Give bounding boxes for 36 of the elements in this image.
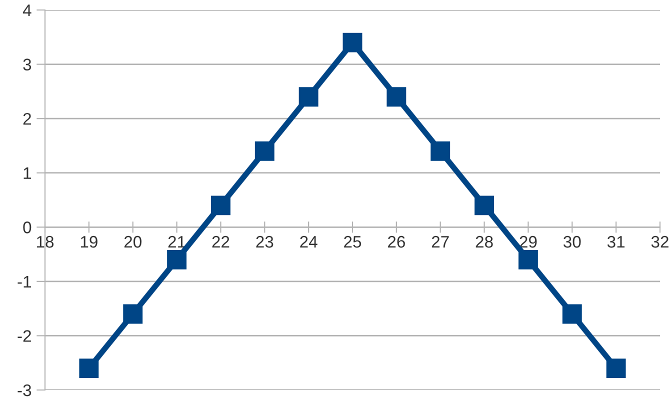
point: [123, 304, 143, 324]
point: [167, 250, 187, 270]
x-tick-label: 28: [476, 236, 493, 248]
x-tick-label: 23: [256, 236, 274, 248]
x-tick-label: 30: [564, 236, 581, 248]
y-tick-label: 3: [23, 58, 32, 70]
y-tick-label: -2: [18, 330, 31, 342]
x-tick-label: 19: [80, 236, 98, 248]
point: [298, 87, 318, 107]
point: [254, 141, 274, 161]
x-tick-label: 22: [212, 236, 230, 248]
x-tick-label: 20: [124, 236, 142, 248]
x-tick-label: 26: [388, 236, 405, 248]
point: [210, 196, 230, 216]
y-tick-label: -1: [18, 276, 31, 288]
y-tick-label: -3: [18, 384, 32, 396]
x-tick-label: 32: [651, 236, 668, 248]
x-tick-label: 24: [300, 236, 318, 248]
y-tick-label: 4: [22, 4, 32, 16]
x-tick-label: 25: [344, 236, 362, 248]
point: [430, 141, 450, 161]
point: [474, 196, 494, 216]
point: [606, 358, 626, 378]
point: [342, 32, 362, 52]
y-tick-label: 0: [23, 222, 32, 234]
point: [562, 304, 582, 324]
y-tick-label: 2: [23, 112, 31, 125]
y-tick-label: 1: [24, 167, 31, 179]
point: [386, 87, 406, 107]
x-tick-label: 27: [432, 236, 449, 248]
x-tick-label: 18: [37, 236, 54, 248]
point: [518, 250, 538, 270]
x-tick-label: 31: [607, 236, 625, 248]
x-tick-label: 29: [520, 236, 537, 248]
x-tick-label: 21: [168, 236, 186, 248]
point: [79, 358, 99, 378]
